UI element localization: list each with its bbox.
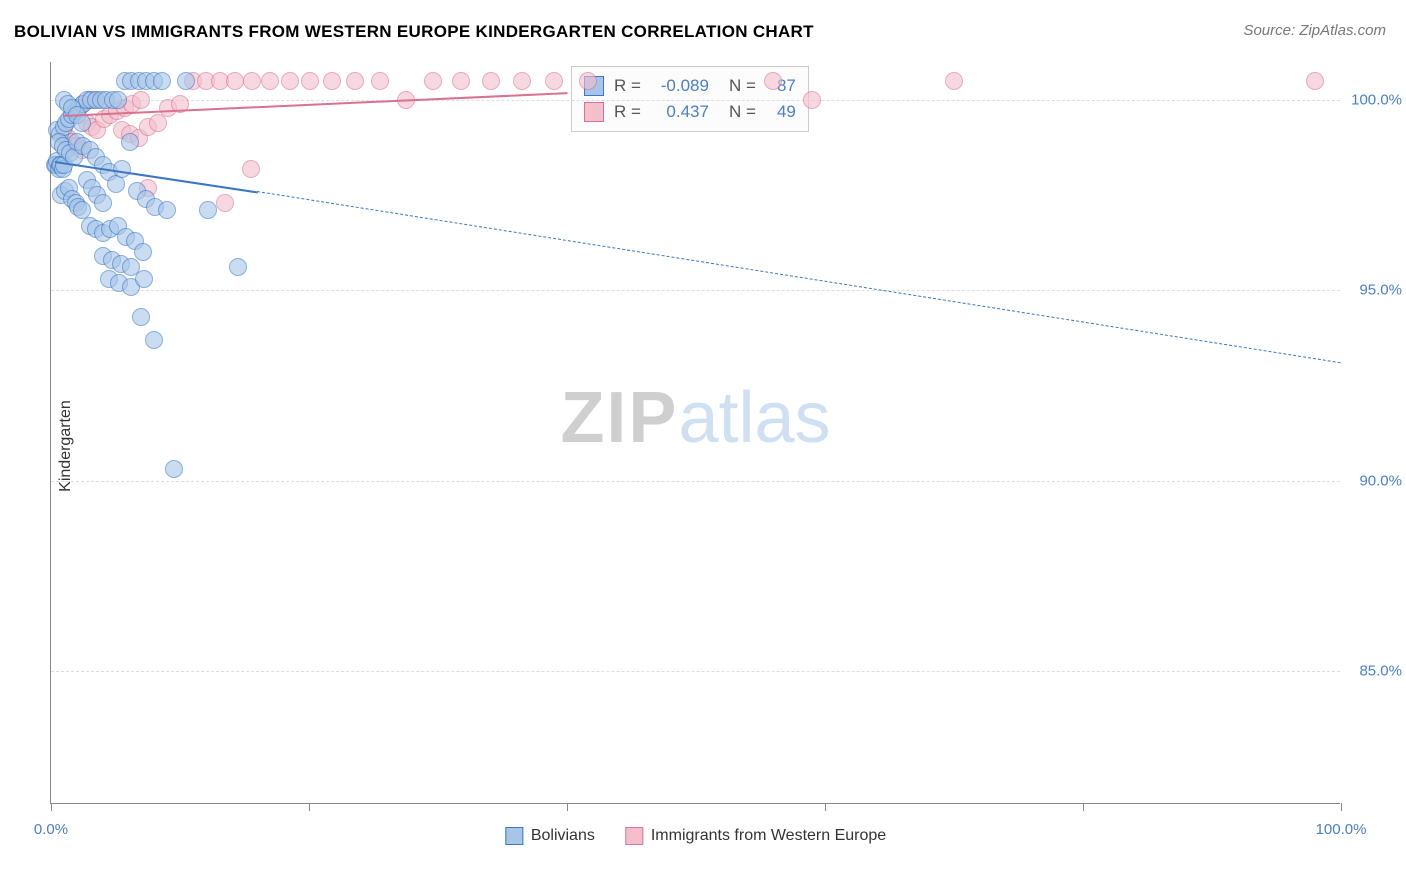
data-point <box>109 91 127 109</box>
watermark-atlas: atlas <box>678 378 830 458</box>
data-point <box>424 72 442 90</box>
data-point <box>132 91 150 109</box>
data-point <box>261 72 279 90</box>
data-point <box>113 160 131 178</box>
legend-swatch-immigrants <box>625 827 643 845</box>
legend-label-a: Bolivians <box>531 827 595 845</box>
data-point <box>346 72 364 90</box>
data-point <box>165 460 183 478</box>
n-label-a: N = <box>729 73 756 99</box>
data-point <box>158 201 176 219</box>
data-point <box>145 331 163 349</box>
ytick-label: 85.0% <box>1359 662 1402 679</box>
data-point <box>135 270 153 288</box>
xtick-label: 0.0% <box>34 821 68 838</box>
data-point <box>94 194 112 212</box>
r-value-b: 0.437 <box>651 99 709 125</box>
data-point <box>243 72 261 90</box>
data-point <box>764 72 782 90</box>
watermark-zip: ZIP <box>560 378 678 458</box>
legend-label-b: Immigrants from Western Europe <box>651 827 886 845</box>
data-point <box>153 72 171 90</box>
data-point <box>945 72 963 90</box>
n-label-b: N = <box>729 99 756 125</box>
bottom-legend: Bolivians Immigrants from Western Europe <box>505 827 886 845</box>
ytick-label: 95.0% <box>1359 282 1402 299</box>
legend-swatch-bolivians <box>505 827 523 845</box>
source-attribution[interactable]: Source: ZipAtlas.com <box>1243 22 1386 39</box>
data-point <box>803 91 821 109</box>
xtick <box>825 803 826 811</box>
data-point <box>301 72 319 90</box>
xtick <box>1341 803 1342 811</box>
r-label-a: R = <box>614 73 641 99</box>
data-point <box>281 72 299 90</box>
stats-row-b: R = 0.437 N = 49 <box>584 99 796 125</box>
data-point <box>323 72 341 90</box>
legend-item-a: Bolivians <box>505 827 595 845</box>
gridline <box>51 290 1340 291</box>
data-point <box>216 194 234 212</box>
data-point <box>242 160 260 178</box>
xtick <box>51 803 52 811</box>
trend-line-bolivians-extrapolated <box>257 191 1341 363</box>
swatch-immigrants <box>584 102 604 122</box>
data-point <box>121 133 139 151</box>
xtick <box>567 803 568 811</box>
data-point <box>545 72 563 90</box>
data-point <box>177 72 195 90</box>
xtick <box>309 803 310 811</box>
gridline <box>51 100 1340 101</box>
data-point <box>371 72 389 90</box>
gridline <box>51 481 1340 482</box>
data-point <box>132 308 150 326</box>
data-point <box>229 258 247 276</box>
data-point <box>199 201 217 219</box>
gridline <box>51 671 1340 672</box>
data-point <box>73 114 91 132</box>
xtick <box>1083 803 1084 811</box>
data-point <box>579 72 597 90</box>
ytick-label: 90.0% <box>1359 472 1402 489</box>
data-point <box>482 72 500 90</box>
r-label-b: R = <box>614 99 641 125</box>
ytick-label: 100.0% <box>1351 92 1402 109</box>
chart-title: BOLIVIAN VS IMMIGRANTS FROM WESTERN EURO… <box>14 22 814 42</box>
data-point <box>226 72 244 90</box>
n-value-b: 49 <box>766 99 796 125</box>
data-point <box>452 72 470 90</box>
data-point <box>1306 72 1324 90</box>
xtick-label: 100.0% <box>1316 821 1367 838</box>
legend-item-b: Immigrants from Western Europe <box>625 827 886 845</box>
data-point <box>134 243 152 261</box>
r-value-a: -0.089 <box>651 73 709 99</box>
data-point <box>149 114 167 132</box>
data-point <box>513 72 531 90</box>
watermark: ZIPatlas <box>560 377 830 459</box>
plot-area: ZIPatlas R = -0.089 N = 87 R = 0.437 N =… <box>50 62 1340 804</box>
